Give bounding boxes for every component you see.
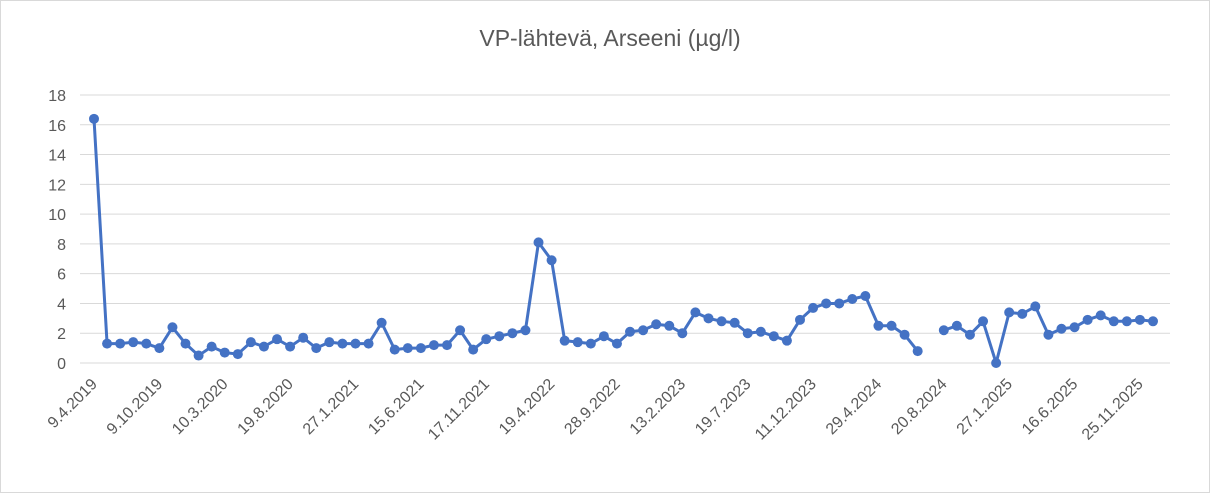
point xyxy=(572,337,583,348)
point xyxy=(481,334,492,345)
point xyxy=(755,326,766,337)
y-tick-label: 12 xyxy=(48,177,66,194)
point xyxy=(232,349,243,360)
point xyxy=(834,298,845,309)
point xyxy=(964,329,975,340)
point xyxy=(219,347,230,358)
point xyxy=(886,320,897,331)
chart-title: VP-lähtevä, Arseeni (µg/l) xyxy=(479,25,740,51)
point xyxy=(141,338,152,349)
point xyxy=(1069,322,1080,333)
point xyxy=(507,328,518,339)
point xyxy=(494,331,505,342)
point xyxy=(781,335,792,346)
point xyxy=(1095,310,1106,321)
point xyxy=(899,329,910,340)
point xyxy=(193,350,204,361)
point xyxy=(1082,314,1093,325)
point xyxy=(1134,314,1145,325)
point xyxy=(690,307,701,318)
y-tick-label: 18 xyxy=(48,88,66,105)
point xyxy=(245,337,256,348)
point xyxy=(389,344,400,355)
y-tick-label: 10 xyxy=(48,207,66,224)
point xyxy=(1056,323,1067,334)
point xyxy=(1043,329,1054,340)
point xyxy=(102,338,113,349)
point xyxy=(768,331,779,342)
point xyxy=(912,346,923,357)
point xyxy=(442,340,452,351)
point xyxy=(598,331,609,342)
y-tick-label: 4 xyxy=(57,296,66,313)
point xyxy=(154,343,165,354)
y-tick-label: 0 xyxy=(57,356,66,373)
y-tick-label: 6 xyxy=(57,267,66,284)
point xyxy=(716,316,727,327)
y-tick-label: 2 xyxy=(57,326,66,343)
point xyxy=(1017,308,1028,319)
point xyxy=(415,343,426,354)
point xyxy=(546,255,557,266)
point xyxy=(1148,316,1158,327)
point xyxy=(559,335,570,346)
point xyxy=(402,343,413,354)
point xyxy=(272,334,283,345)
point xyxy=(167,322,178,333)
point xyxy=(585,338,596,349)
y-tick-label: 8 xyxy=(57,237,66,254)
point xyxy=(677,328,688,339)
point xyxy=(873,320,884,331)
point xyxy=(337,338,348,349)
point xyxy=(938,325,949,336)
point xyxy=(115,338,126,349)
point xyxy=(821,298,832,309)
point xyxy=(520,325,531,336)
point xyxy=(1004,307,1015,318)
point xyxy=(611,338,622,349)
point xyxy=(258,341,269,352)
point xyxy=(625,326,636,337)
point xyxy=(951,320,962,331)
point xyxy=(978,316,989,327)
point xyxy=(376,317,387,328)
point xyxy=(428,340,439,351)
point xyxy=(350,338,361,349)
point xyxy=(89,113,99,124)
point xyxy=(860,291,871,301)
point xyxy=(455,325,466,336)
point xyxy=(651,319,662,330)
y-tick-label: 14 xyxy=(48,148,66,165)
point xyxy=(128,337,139,348)
point xyxy=(664,320,675,331)
point xyxy=(206,341,217,352)
point xyxy=(742,328,753,339)
point xyxy=(363,338,374,349)
point xyxy=(1108,316,1119,327)
point xyxy=(991,358,1002,368)
point xyxy=(638,325,649,336)
point xyxy=(180,338,191,349)
point xyxy=(298,332,309,343)
point xyxy=(311,343,322,354)
point xyxy=(808,302,819,313)
y-tick-label: 16 xyxy=(48,118,66,135)
point xyxy=(1121,316,1132,327)
point xyxy=(729,317,740,328)
point xyxy=(703,313,714,324)
point xyxy=(324,337,335,348)
point xyxy=(847,293,858,304)
point xyxy=(795,314,805,325)
point xyxy=(468,344,479,355)
point xyxy=(285,341,296,352)
point xyxy=(533,237,544,248)
point xyxy=(1030,301,1041,312)
